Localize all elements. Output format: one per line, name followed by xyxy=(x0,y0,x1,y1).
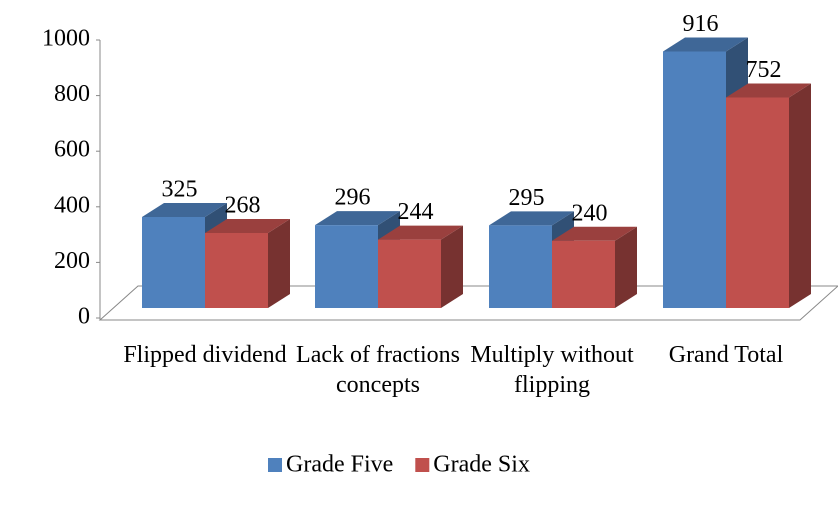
bar-side xyxy=(441,225,463,308)
y-tick-label: 400 xyxy=(54,192,90,218)
value-label: 752 xyxy=(746,57,782,83)
bar-top xyxy=(726,83,811,98)
bar-front xyxy=(142,217,205,308)
value-label: 268 xyxy=(225,192,261,218)
bar xyxy=(726,83,811,308)
bar-side xyxy=(789,83,811,308)
bar xyxy=(552,226,637,308)
bar-top xyxy=(489,211,574,226)
legend-label: Grade Five xyxy=(286,452,393,478)
value-label: 916 xyxy=(683,11,719,37)
bar-front xyxy=(378,239,441,308)
bar-front xyxy=(205,232,268,308)
bar-front xyxy=(663,51,726,309)
bar-top xyxy=(663,37,748,52)
y-tick-label: 1000 xyxy=(42,26,90,52)
y-tick-label: 0 xyxy=(78,304,90,330)
bar-front xyxy=(726,97,789,308)
floor xyxy=(98,285,838,321)
value-label: 296 xyxy=(335,185,371,211)
value-label: 295 xyxy=(509,185,545,211)
bar-front xyxy=(489,225,552,308)
bar-top xyxy=(315,211,400,226)
y-tick-label: 600 xyxy=(54,137,90,163)
x-tick-label: Flipped dividend xyxy=(123,342,287,368)
bar-front xyxy=(315,225,378,308)
bar xyxy=(205,218,290,308)
value-label: 325 xyxy=(162,177,198,203)
bar-side xyxy=(615,226,637,308)
y-tick-label: 200 xyxy=(54,248,90,274)
legend-swatch xyxy=(268,458,282,472)
bar-top xyxy=(205,218,290,233)
x-tick-label: Grand Total xyxy=(668,342,784,368)
value-label: 244 xyxy=(398,199,434,225)
bar-top xyxy=(378,225,463,240)
x-tick-label: Lack of fractions concepts xyxy=(296,342,460,398)
bar xyxy=(378,225,463,308)
bar-top xyxy=(552,226,637,241)
legend-swatch xyxy=(415,458,430,472)
x-tick-label: Multiply without flipping xyxy=(470,342,634,398)
bar-top xyxy=(142,203,227,217)
legend-label: Grade Six xyxy=(433,452,530,478)
bar-front xyxy=(552,240,615,308)
y-tick-label: 800 xyxy=(54,81,90,107)
value-label: 240 xyxy=(572,200,608,226)
bar-side xyxy=(268,218,290,308)
